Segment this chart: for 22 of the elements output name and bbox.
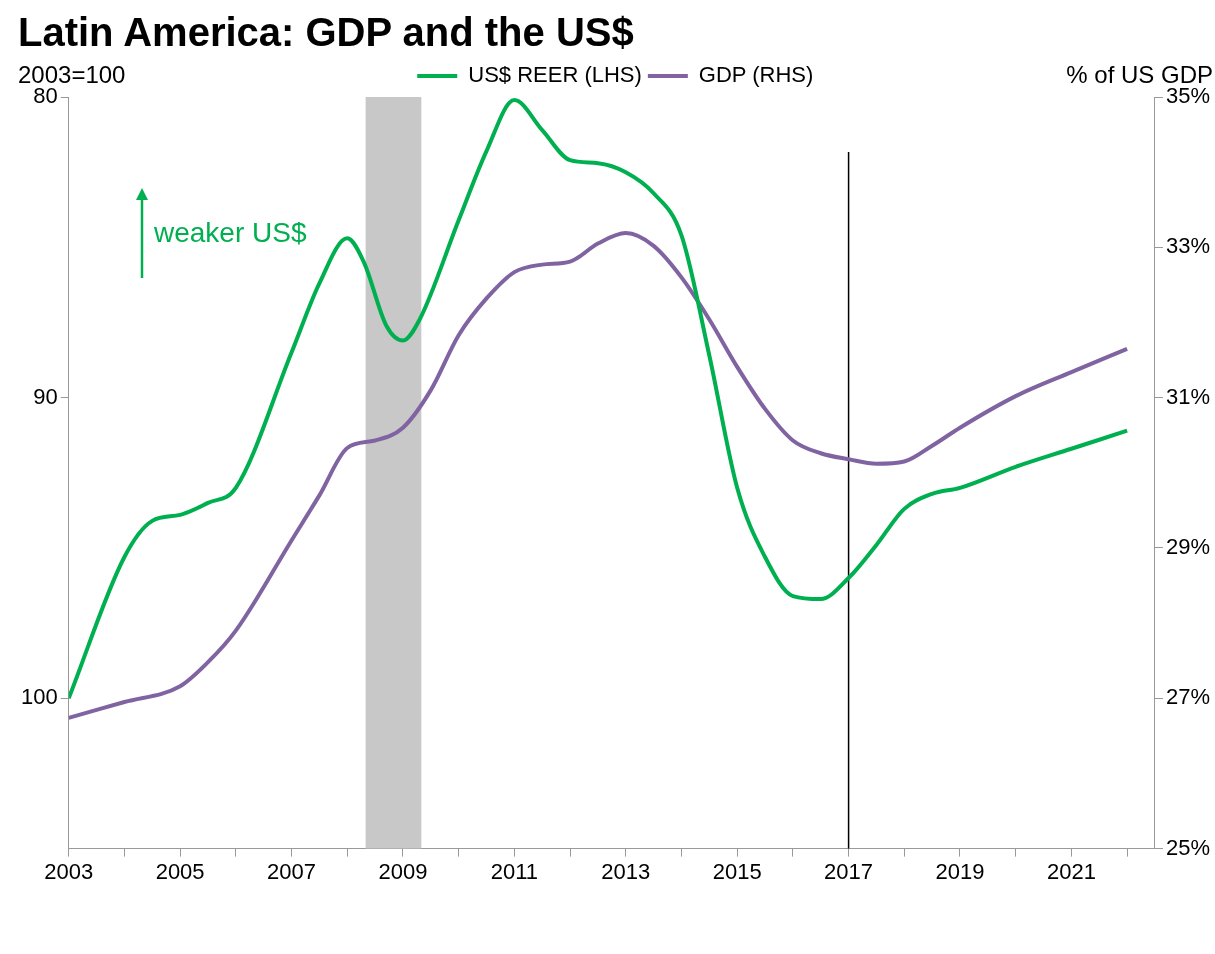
y2-tick-label: 27% xyxy=(1165,684,1211,710)
x-tick-label: 2021 xyxy=(1046,858,1096,884)
y2-tick-label: 25% xyxy=(1165,834,1211,860)
line-series xyxy=(68,98,1130,701)
x-tick-label: 2011 xyxy=(490,858,539,884)
x-tick-label: 2003 xyxy=(44,858,94,884)
x-tick-label: 2019 xyxy=(935,858,985,884)
x-tick-label: 2007 xyxy=(267,858,317,884)
legend-label: GDP (RHS) xyxy=(698,62,814,88)
y2-tick-label: 33% xyxy=(1165,233,1211,259)
legend-label: US$ REER (LHS) xyxy=(468,62,642,88)
y-tick-label: 100 xyxy=(20,684,58,710)
x-tick-label: 2015 xyxy=(712,858,762,884)
annotation: weaker US$ xyxy=(154,217,307,249)
y2-tick-label: 29% xyxy=(1165,534,1211,560)
y-tick-label: 90 xyxy=(33,383,58,409)
x-tick-label: 2017 xyxy=(824,858,874,884)
y2-tick-label: 31% xyxy=(1165,383,1211,409)
x-tick-label: 2009 xyxy=(378,858,428,884)
chart-title: Latin America: GDP and the US$ xyxy=(17,9,635,56)
x-tick-label: 2013 xyxy=(601,858,651,884)
x-tick-label: 2005 xyxy=(155,858,205,884)
